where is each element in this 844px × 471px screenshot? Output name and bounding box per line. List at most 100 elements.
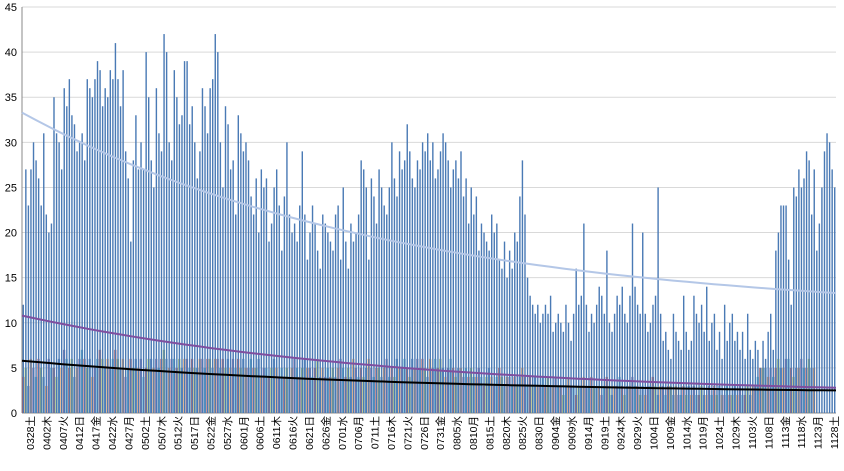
total-bar <box>565 304 567 413</box>
total-bar <box>112 79 114 413</box>
total-bar <box>229 169 232 413</box>
total-bar <box>621 286 623 413</box>
total-bar <box>209 88 211 413</box>
total-bar <box>682 295 685 413</box>
x-tick-label: 1113金 <box>779 416 792 449</box>
total-bar <box>762 340 764 413</box>
total-bar <box>524 214 526 413</box>
total-bar <box>375 223 378 413</box>
x-tick-label: 0805水 <box>452 416 464 450</box>
total-bar <box>544 304 547 413</box>
total-bar <box>647 331 649 413</box>
total-bar <box>137 169 140 413</box>
total-bar <box>775 250 777 413</box>
total-bar <box>342 187 344 413</box>
total-bar <box>644 313 647 413</box>
total-bar <box>89 88 91 413</box>
total-bar <box>503 241 506 413</box>
y-tick-label: 5 <box>11 363 17 375</box>
x-tick-label: 0914月 <box>583 416 595 450</box>
total-bar <box>386 214 388 413</box>
total-bar <box>30 169 32 413</box>
total-bar <box>35 160 37 413</box>
total-bar <box>217 52 219 413</box>
total-bar <box>291 232 293 413</box>
x-tick-label: 0924木 <box>616 416 628 450</box>
x-tick-label: 1103火 <box>747 416 759 450</box>
total-bar <box>452 169 455 413</box>
total-bar <box>465 178 467 413</box>
total-bar <box>406 124 408 414</box>
total-bar <box>731 313 734 413</box>
total-bar <box>183 61 186 414</box>
total-bar <box>124 151 127 413</box>
total-bar <box>306 259 309 413</box>
total-bar <box>263 187 265 413</box>
total-bar <box>337 205 339 413</box>
total-bar <box>560 322 562 413</box>
x-tick-label: 0815土 <box>483 416 496 450</box>
total-bar <box>25 169 27 413</box>
total-bar <box>805 151 808 413</box>
total-bar <box>232 160 234 413</box>
total-bar <box>160 151 163 413</box>
total-bar <box>473 214 475 413</box>
total-bar <box>68 79 71 413</box>
x-tick-label: 0422水 <box>107 416 119 450</box>
total-bar <box>219 142 222 414</box>
total-bar <box>706 286 708 413</box>
x-tick-label: 0909水 <box>566 416 578 450</box>
y-tick-label: 10 <box>5 318 17 330</box>
total-bar <box>311 205 314 413</box>
total-bar <box>76 151 78 413</box>
total-bar <box>245 142 247 414</box>
total-bar <box>611 331 613 413</box>
total-bar <box>746 313 749 413</box>
total-bar <box>810 214 813 413</box>
total-bar <box>598 286 600 413</box>
total-bar <box>457 178 460 413</box>
black-trend-line <box>21 359 837 392</box>
total-bar <box>593 322 595 413</box>
total-bar <box>48 232 50 413</box>
x-tick-label: 0427月 <box>123 416 135 450</box>
total-bar <box>316 250 319 413</box>
x-tick-label: 0919土 <box>598 416 611 450</box>
total-bar <box>680 349 682 413</box>
total-bar <box>78 142 81 414</box>
total-bar <box>557 313 559 413</box>
total-bar <box>432 142 434 414</box>
total-bar <box>488 250 490 413</box>
total-bar <box>411 178 414 413</box>
x-tick-label: 0731金 <box>434 416 447 450</box>
total-bar <box>211 79 214 413</box>
x-tick-label: 0904金 <box>549 416 562 450</box>
total-bar <box>460 151 462 413</box>
total-bar <box>252 214 255 413</box>
total-bar <box>71 115 73 414</box>
x-tick-label: 0328土 <box>24 416 37 450</box>
total-bar <box>32 142 35 414</box>
total-bar <box>639 313 641 413</box>
total-bar <box>818 223 821 413</box>
total-bar <box>60 169 63 413</box>
total-bar <box>268 241 270 413</box>
total-bar <box>53 97 55 413</box>
total-bar <box>455 160 457 413</box>
total-bar <box>314 223 316 413</box>
x-tick-label: 0830日 <box>534 416 546 450</box>
total-bar <box>834 187 836 413</box>
total-bar <box>608 322 611 413</box>
total-bar <box>396 196 398 413</box>
y-tick-label: 0 <box>11 408 17 420</box>
total-bar <box>224 106 227 413</box>
total-bar <box>447 160 449 413</box>
total-bar <box>654 295 657 413</box>
total-bar <box>780 205 782 413</box>
total-bar <box>278 205 280 413</box>
y-tick-label: 40 <box>5 47 17 59</box>
total-bar <box>296 241 298 413</box>
total-bar <box>634 286 636 413</box>
total-bar <box>347 268 350 413</box>
total-bar <box>27 205 30 413</box>
